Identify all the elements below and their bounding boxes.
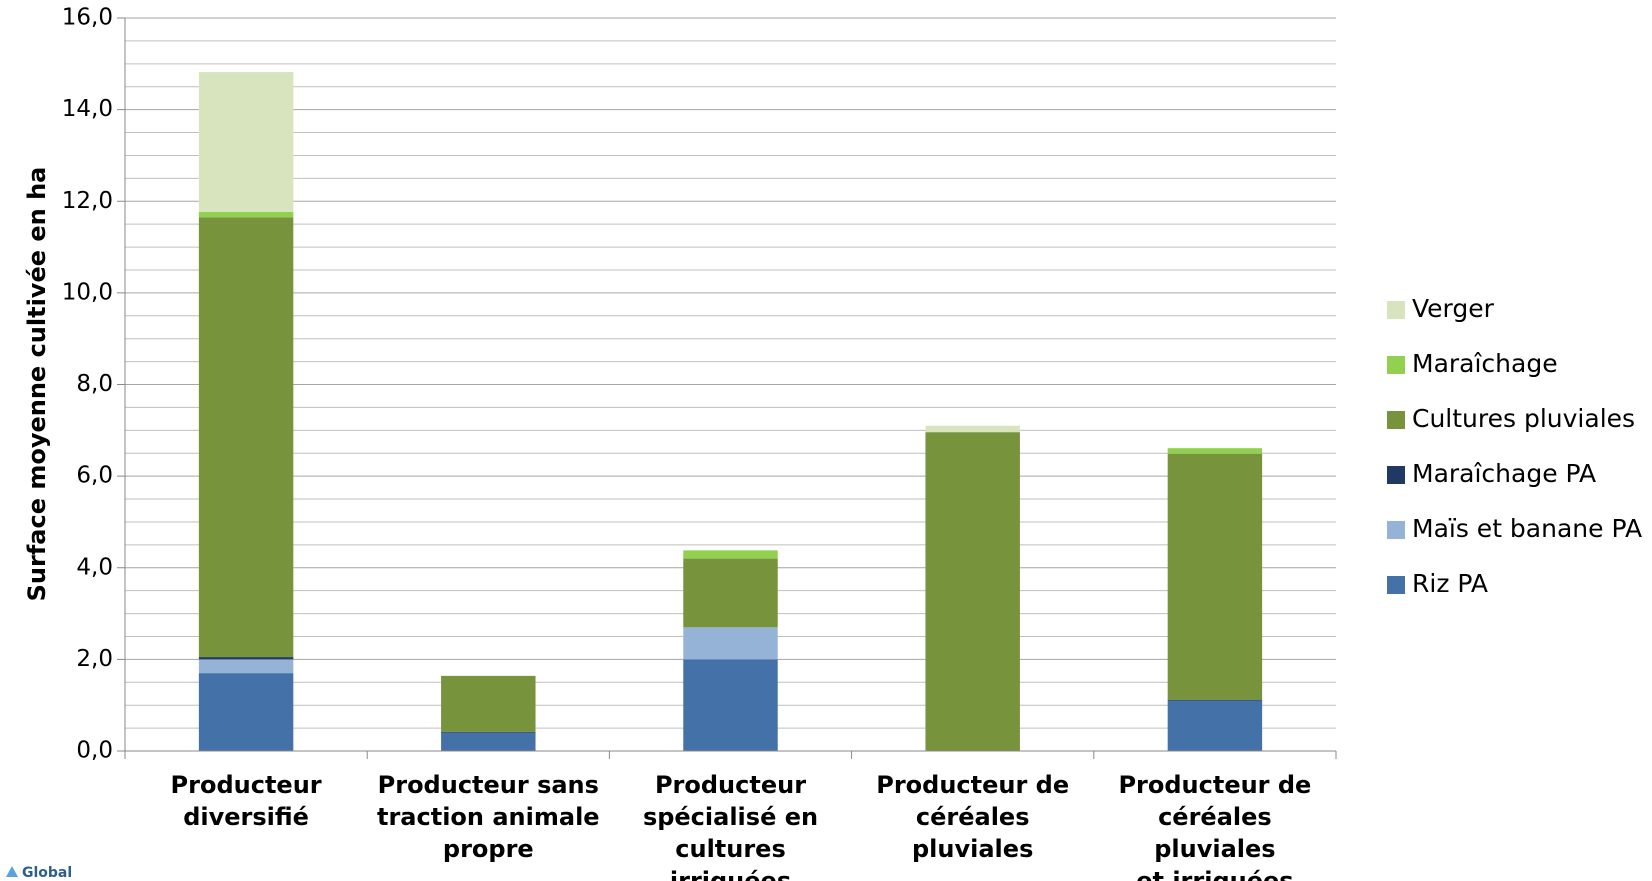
y-tick-label: 10,0 [62, 279, 113, 305]
bar-segment [683, 550, 778, 559]
y-tick-label: 14,0 [62, 96, 113, 122]
bar-segment [441, 731, 536, 733]
x-tick-label: Producteur de céréales pluviales et irri… [1118, 771, 1312, 881]
y-tick-label: 6,0 [76, 463, 113, 489]
legend-swatch [1387, 521, 1405, 539]
bar-segment [198, 211, 294, 218]
y-tick-label: 0,0 [76, 738, 113, 764]
y-axis-label: Surface moyenne cultivée en ha [23, 167, 51, 602]
y-tick-label: 8,0 [76, 371, 113, 397]
x-tick-label: Producteur sans traction animale propre [377, 771, 600, 863]
y-tick-label: 2,0 [76, 646, 113, 672]
bar-segment [198, 217, 294, 658]
legend-swatch [1387, 356, 1405, 374]
bar-segment [1167, 448, 1263, 454]
legend-swatch [1387, 411, 1405, 429]
bar-segment [1167, 453, 1263, 700]
legend-label: Riz PA [1412, 569, 1488, 598]
y-tick-label: 4,0 [76, 554, 113, 580]
bar-segment [683, 659, 778, 751]
bar-segment [441, 732, 536, 751]
logo-icon [6, 866, 18, 877]
x-tick-label: Producteur spécialisé en cultures irrigu… [642, 771, 819, 881]
bar-segment [683, 558, 778, 628]
x-tick-label: Producteur de céréales pluviales [876, 771, 1070, 863]
legend-label: Maraîchage [1412, 349, 1558, 378]
bar-segment [925, 432, 1020, 751]
legend-label: Maïs et banane PA [1412, 514, 1642, 543]
bar-segment [1167, 700, 1263, 751]
legend-label: Verger [1412, 294, 1495, 323]
bar-segment [198, 657, 294, 660]
legend-swatch [1387, 576, 1405, 594]
y-tick-label: 12,0 [62, 188, 113, 214]
legend-label: Maraîchage PA [1412, 459, 1596, 488]
bar-segment [198, 673, 294, 751]
legend-swatch [1387, 301, 1405, 319]
bar-segment [198, 659, 294, 674]
bar-segment [1167, 699, 1263, 701]
y-tick-label: 16,0 [62, 5, 113, 31]
x-tick-label: Producteur diversifié [170, 771, 322, 831]
bar-segment [198, 72, 294, 212]
bar-segment [683, 627, 778, 660]
logo: Global [22, 865, 72, 881]
legend-label: Cultures pluviales [1412, 404, 1635, 433]
bar-segment [441, 675, 536, 732]
legend-swatch [1387, 466, 1405, 484]
bar-segment [925, 425, 1020, 433]
